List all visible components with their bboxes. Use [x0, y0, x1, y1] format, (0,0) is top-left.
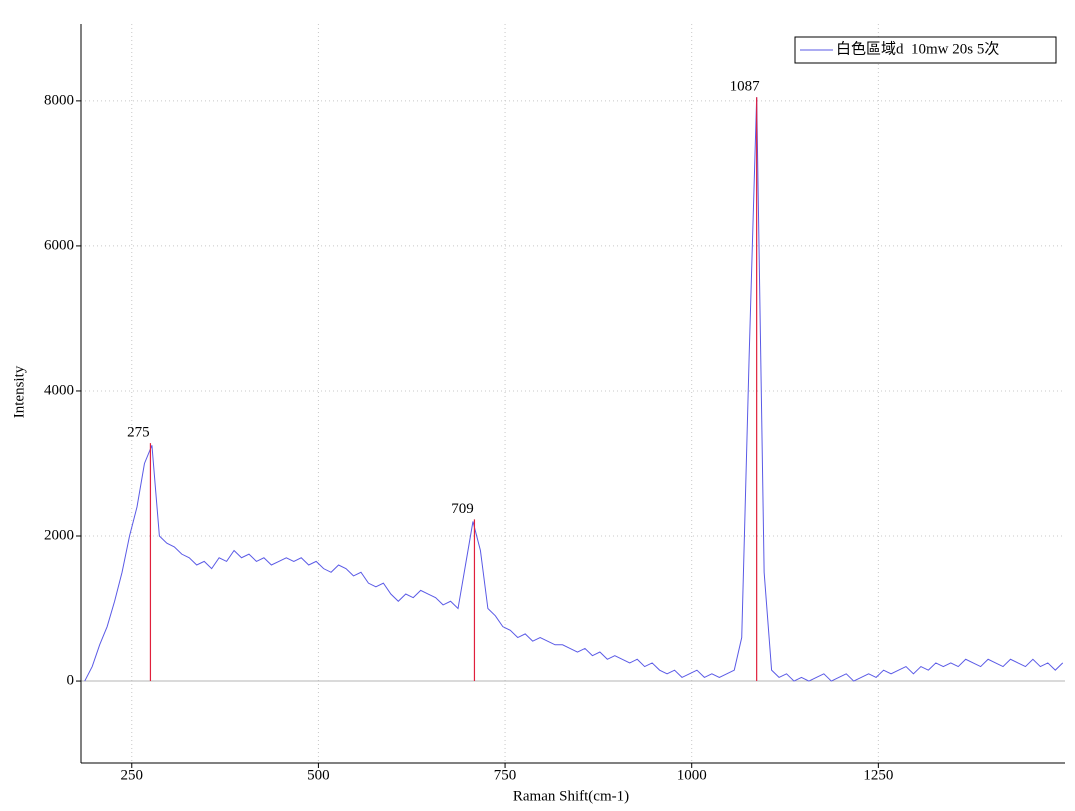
peak-label: 709 — [451, 501, 474, 517]
peak-label: 275 — [127, 425, 150, 441]
x-tick-label: 750 — [494, 767, 517, 783]
y-tick-label: 8000 — [44, 92, 74, 108]
x-axis-label: Raman Shift(cm-1) — [513, 788, 629, 804]
spectrum-line — [84, 97, 1064, 682]
y-tick-label: 6000 — [44, 237, 74, 253]
x-tick-label: 1250 — [863, 767, 893, 783]
x-tick-label: 250 — [121, 767, 144, 783]
legend-box — [794, 36, 1057, 64]
y-tick-label: 0 — [67, 672, 75, 688]
legend-label: 白色區域d 10mw 20s 5次 — [836, 40, 999, 57]
y-axis-label: Intensity — [11, 365, 27, 418]
x-tick-label: 500 — [307, 767, 330, 783]
y-tick-label: 2000 — [44, 527, 74, 543]
y-tick-label: 4000 — [44, 382, 74, 398]
x-tick-label: 1000 — [677, 767, 707, 783]
peak-label: 1087 — [730, 79, 761, 95]
